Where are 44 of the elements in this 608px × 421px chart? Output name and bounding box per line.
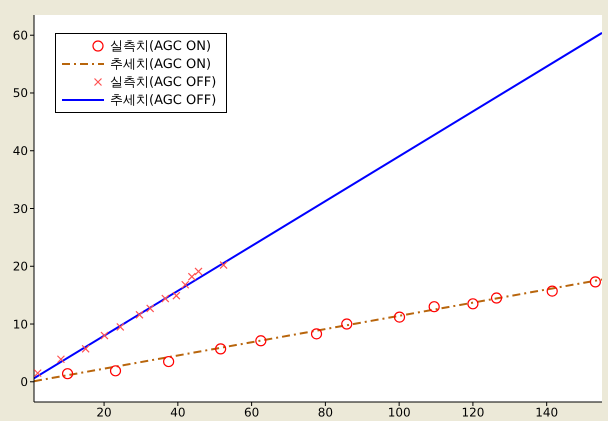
point — [56, 355, 66, 364]
point — [194, 267, 203, 276]
point — [255, 335, 266, 346]
point — [490, 292, 502, 304]
point — [181, 280, 190, 289]
y-tick-label: 50 — [12, 86, 28, 100]
y-tick-label: 0 — [20, 375, 28, 390]
point — [219, 261, 228, 270]
point — [110, 365, 122, 376]
point — [62, 368, 74, 380]
point — [135, 310, 144, 319]
point — [161, 294, 170, 303]
point — [34, 369, 42, 378]
point — [146, 304, 154, 313]
legend-label: 실측치(AGC ON) — [110, 38, 212, 55]
point — [116, 322, 124, 332]
legend-label: 추세치(AGC OFF) — [110, 92, 216, 109]
x-tick-label: 40 — [170, 406, 186, 420]
legend-label: 실측치(AGC OFF) — [110, 74, 216, 91]
y-tick-label: 20 — [12, 260, 28, 274]
x-tick-label: 80 — [318, 406, 334, 420]
point — [590, 276, 601, 288]
y-tick-label: 60 — [12, 28, 28, 42]
point — [394, 311, 406, 323]
point — [215, 343, 226, 354]
x-tick-label: 20 — [96, 406, 112, 420]
point — [163, 356, 174, 368]
legend-label: 추세치(AGC ON) — [110, 56, 212, 73]
x-tick-label: 120 — [461, 406, 484, 420]
point — [310, 328, 322, 340]
point — [172, 292, 180, 300]
point — [100, 331, 109, 340]
point — [546, 286, 558, 297]
point — [341, 318, 352, 330]
point — [428, 301, 440, 312]
point — [467, 298, 479, 310]
point — [188, 272, 196, 281]
x-tick-label: 140 — [535, 406, 558, 420]
y-tick-label: 40 — [12, 144, 28, 158]
x-tick-label: 100 — [388, 406, 411, 420]
y-tick-label: 10 — [12, 317, 28, 332]
x-tick-label: 60 — [244, 406, 260, 420]
y-tick-label: 30 — [12, 202, 28, 216]
point — [82, 344, 90, 353]
